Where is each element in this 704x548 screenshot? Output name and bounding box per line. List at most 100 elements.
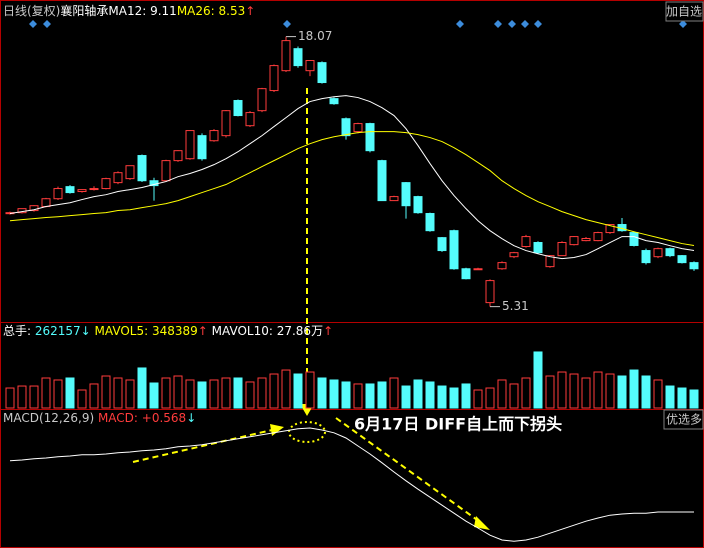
candle-body [209,130,219,142]
volume-bar [209,379,219,409]
candle-body [365,123,375,152]
candle-body [461,268,471,280]
volume-bar [17,385,27,409]
volume-bar [449,387,459,409]
candle-body [269,65,279,92]
volume-bar [497,379,507,409]
candle-body [221,110,231,137]
volume-bar [581,377,591,409]
candle-body [257,88,267,112]
line-series [9,131,695,246]
candle-body [521,236,531,248]
volume-bar [557,371,567,409]
volume-bar [125,379,135,409]
line-series [9,95,695,260]
volume-bar [605,373,615,409]
volume-bar [317,377,327,409]
candle-body [377,160,387,202]
candle-body [77,189,87,193]
volume-bar [629,369,639,409]
volume-bar [677,387,687,409]
volume-bar [617,375,627,409]
volume-bar [365,383,375,409]
marker [534,20,542,28]
header-item: MAVOL5: [91,324,152,338]
candle-body [593,232,603,242]
candle-body [89,188,99,191]
volume-bar [389,377,399,409]
header-item: ↑ [245,4,255,18]
header-item: MA26: 8.53 [177,4,245,18]
volume-bar [305,371,315,409]
volume-bar [221,377,231,409]
volume-bar [5,387,15,409]
marker [508,20,516,28]
header-item: ↓ [186,411,196,425]
candle-body [341,118,351,137]
candle-body [581,237,591,242]
candle-body [113,172,123,184]
candle-body [545,255,555,268]
candle-body [533,242,543,254]
highlight-ellipse [288,421,326,443]
marker [456,20,464,28]
candle-body [485,280,495,304]
candle-body [425,213,435,232]
candle-body [65,186,75,194]
candle-body [353,123,363,133]
arrow-head [270,424,284,436]
candle-body [677,255,687,264]
marker [679,20,687,28]
volume-bar [65,377,75,409]
candle-body [281,40,291,72]
candle-body [41,198,51,208]
header-item: 262157 [35,324,81,338]
volume-bar [341,381,351,409]
candle-body [161,160,171,182]
add-button-label[interactable]: 加自选 [666,5,702,19]
line-series [9,427,694,542]
volume-bar [593,371,603,409]
candle-body [233,100,243,117]
marker [283,20,291,28]
candle-body [101,178,111,190]
candle-body [413,196,423,214]
pane-header: 总手: 262157↓ MAVOL5: 348389↑ MAVOL10: 27.… [3,324,333,338]
candle-body [389,196,399,202]
volume-bar [461,383,471,409]
volume-bar [137,367,147,409]
volume-bar [149,382,159,409]
marker [494,20,502,28]
candle-body [557,242,567,257]
candle-body [137,155,147,182]
volume-bar [641,375,651,409]
volume-bar [293,373,303,409]
volume-bar [281,369,291,409]
volume-bar [233,377,243,409]
pick-button-label[interactable]: 优选多 [666,413,702,427]
candle-body [185,130,195,160]
volume-bar [425,381,435,409]
candle-body [665,248,675,257]
pane-header: MACD(12,26,9) MACD: +0.568↓ [3,411,196,425]
volume-bar [653,379,663,409]
annotation-arrows [132,88,481,523]
volume-bar [377,381,387,409]
volume-bar [485,387,495,409]
header-item: MACD(12,26,9) [3,411,98,425]
header-item: 348389 [152,324,198,338]
volume-bar [41,377,51,409]
candle-body [173,150,183,162]
volume-bar [665,385,675,409]
pane-header: 日线(复权)襄阳轴承MA12: 9.11MA26: 8.53↑ [3,3,255,18]
candle-body [605,224,615,234]
add-button[interactable] [665,1,704,22]
extreme-label: 5.31 [502,299,529,313]
candle-body [29,205,39,212]
pick-button[interactable] [663,409,704,430]
candle-body [317,62,327,84]
candle-body [401,182,411,207]
marker [43,20,51,28]
header-item: MAVOL10: 27.86万 [208,324,323,338]
